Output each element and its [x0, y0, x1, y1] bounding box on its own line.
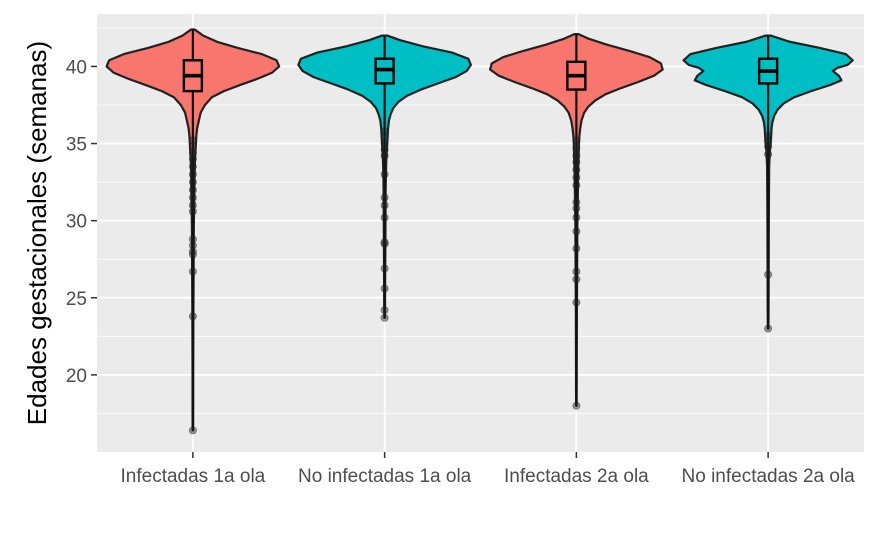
outlier-point — [188, 250, 197, 259]
outlier-point — [572, 204, 581, 213]
violin-group — [682, 34, 854, 333]
outlier-point — [188, 235, 197, 244]
outlier-point — [380, 151, 389, 160]
grid-minor — [97, 27, 864, 414]
violin-group — [297, 34, 473, 322]
x-tick-label: No infectadas 2a ola — [682, 466, 856, 487]
y-axis: 20 25 30 35 40 — [66, 57, 97, 387]
outlier-point — [572, 151, 581, 160]
outlier-point — [380, 133, 389, 142]
outlier-point — [380, 284, 389, 293]
outlier-point — [764, 324, 773, 333]
x-tick-label: Infectadas 1a ola — [121, 466, 266, 487]
outlier-point — [188, 247, 197, 256]
outlier-point — [572, 158, 581, 167]
outlier-point — [764, 131, 773, 140]
outlier-point — [572, 136, 581, 145]
y-tick-label: 40 — [66, 57, 87, 78]
y-tick-label: 30 — [66, 212, 87, 233]
outlier-point — [572, 173, 581, 182]
outlier-point — [572, 275, 581, 284]
outlier-point — [572, 267, 581, 276]
outlier-point — [380, 201, 389, 210]
outlier-point — [188, 201, 197, 210]
x-tick-label: Infectadas 2a ola — [504, 466, 649, 487]
outlier-point — [380, 193, 389, 202]
outlier-point — [188, 185, 197, 194]
outlier-point — [188, 267, 197, 276]
y-axis-title: Edades gestacionales (semanas) — [22, 41, 52, 425]
violins — [105, 28, 854, 435]
outlier-point — [380, 139, 389, 148]
outlier-point — [188, 426, 197, 435]
outlier-point — [572, 165, 581, 174]
outlier-point — [188, 193, 197, 202]
outlier-point — [380, 264, 389, 273]
outlier-point — [764, 136, 773, 145]
outlier-point — [188, 241, 197, 250]
outlier-point — [188, 136, 197, 145]
outlier-point — [188, 154, 197, 163]
outlier-point — [572, 144, 581, 153]
outlier-point — [572, 213, 581, 222]
outlier-point — [380, 170, 389, 179]
outlier-point — [380, 238, 389, 247]
outlier-point — [572, 227, 581, 236]
outlier-point — [188, 170, 197, 179]
outlier-point — [764, 142, 773, 151]
outlier-point — [764, 270, 773, 279]
y-tick-label: 20 — [66, 366, 87, 387]
x-axis: Infectadas 1a ola No infectadas 1a ola Inf… — [121, 452, 856, 487]
outlier-point — [188, 207, 197, 216]
outlier-point — [188, 312, 197, 321]
outlier-point — [188, 148, 197, 157]
outlier-point — [380, 127, 389, 136]
violin-group — [488, 32, 664, 410]
y-tick-label: 35 — [66, 135, 87, 156]
outlier-point — [572, 181, 581, 190]
outlier-point — [764, 150, 773, 159]
outlier-point — [380, 313, 389, 322]
y-tick-label: 25 — [66, 289, 87, 310]
outlier-point — [572, 244, 581, 253]
outlier-point — [572, 198, 581, 207]
outlier-point — [188, 162, 197, 171]
outlier-point — [380, 213, 389, 222]
outlier-point — [380, 306, 389, 315]
outlier-point — [188, 178, 197, 187]
violin-group — [105, 28, 281, 435]
x-tick-label: No infectadas 1a ola — [298, 466, 472, 487]
outlier-point — [572, 298, 581, 307]
outlier-point — [380, 145, 389, 154]
outlier-point — [572, 401, 581, 410]
outlier-point — [188, 142, 197, 151]
